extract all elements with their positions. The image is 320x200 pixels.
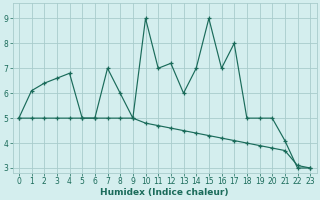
X-axis label: Humidex (Indice chaleur): Humidex (Indice chaleur) <box>100 188 229 197</box>
